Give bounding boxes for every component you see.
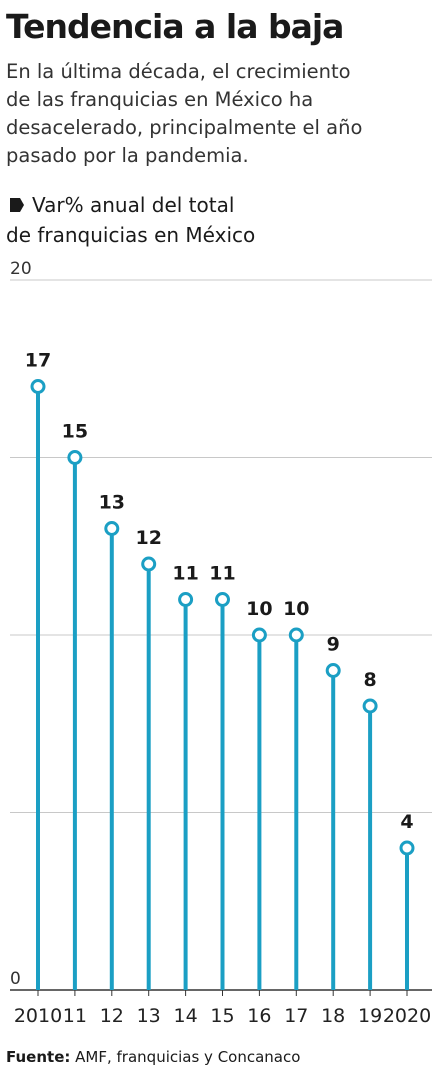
marker <box>362 698 378 714</box>
x-tick-label: 12 <box>100 1005 124 1027</box>
chart-title: Tendencia a la baja <box>6 7 343 46</box>
value-label: 12 <box>135 527 161 549</box>
value-label: 10 <box>246 598 272 620</box>
value-label: 11 <box>209 563 235 585</box>
source: Fuente: AMF, franquicias y Concanaco <box>6 1048 300 1066</box>
x-tick-label: 2020 <box>383 1005 431 1027</box>
value-label: 15 <box>62 421 88 443</box>
marker <box>399 840 415 856</box>
value-label: 11 <box>172 563 198 585</box>
marker <box>30 379 46 394</box>
x-tick-label: 14 <box>174 1005 198 1027</box>
value-label: 9 <box>327 634 340 656</box>
value-label: 10 <box>283 598 309 620</box>
marker <box>104 521 120 536</box>
x-tick-label: 19 <box>358 1005 382 1027</box>
x-tick-label: 2010 <box>14 1005 62 1027</box>
marker <box>178 592 194 607</box>
value-label: 17 <box>25 350 51 372</box>
x-tick-label: 13 <box>137 1005 161 1027</box>
value-label: 13 <box>99 492 125 514</box>
marker <box>288 627 304 643</box>
subtitle: de las franquicias en México ha <box>6 88 313 111</box>
source-text: AMF, franquicias y Concanaco <box>75 1048 300 1066</box>
source-label: Fuente: <box>6 1048 70 1066</box>
value-label: 4 <box>400 811 413 833</box>
x-tick-label: 17 <box>284 1005 308 1027</box>
y-tick-label: 0 <box>10 969 21 989</box>
x-tick-label: 16 <box>247 1005 271 1027</box>
marker <box>141 556 157 572</box>
marker <box>215 592 230 607</box>
legend-label: de franquicias en México <box>6 223 255 247</box>
marker <box>251 627 267 643</box>
subtitle: pasado por la pandemia. <box>6 144 249 167</box>
y-tick-label: 20 <box>10 259 32 279</box>
legend-label: Var% anual del total <box>32 193 234 217</box>
subtitle: desacelerado, principalmente el año <box>6 116 362 139</box>
marker <box>325 663 341 678</box>
x-tick-label: 11 <box>63 1005 87 1027</box>
legend-marker <box>10 198 24 212</box>
x-tick-label: 18 <box>321 1005 345 1027</box>
marker <box>67 450 83 465</box>
x-tick-label: 15 <box>210 1005 234 1027</box>
value-label: 8 <box>363 669 376 691</box>
subtitle: En la última década, el crecimiento <box>6 60 351 83</box>
